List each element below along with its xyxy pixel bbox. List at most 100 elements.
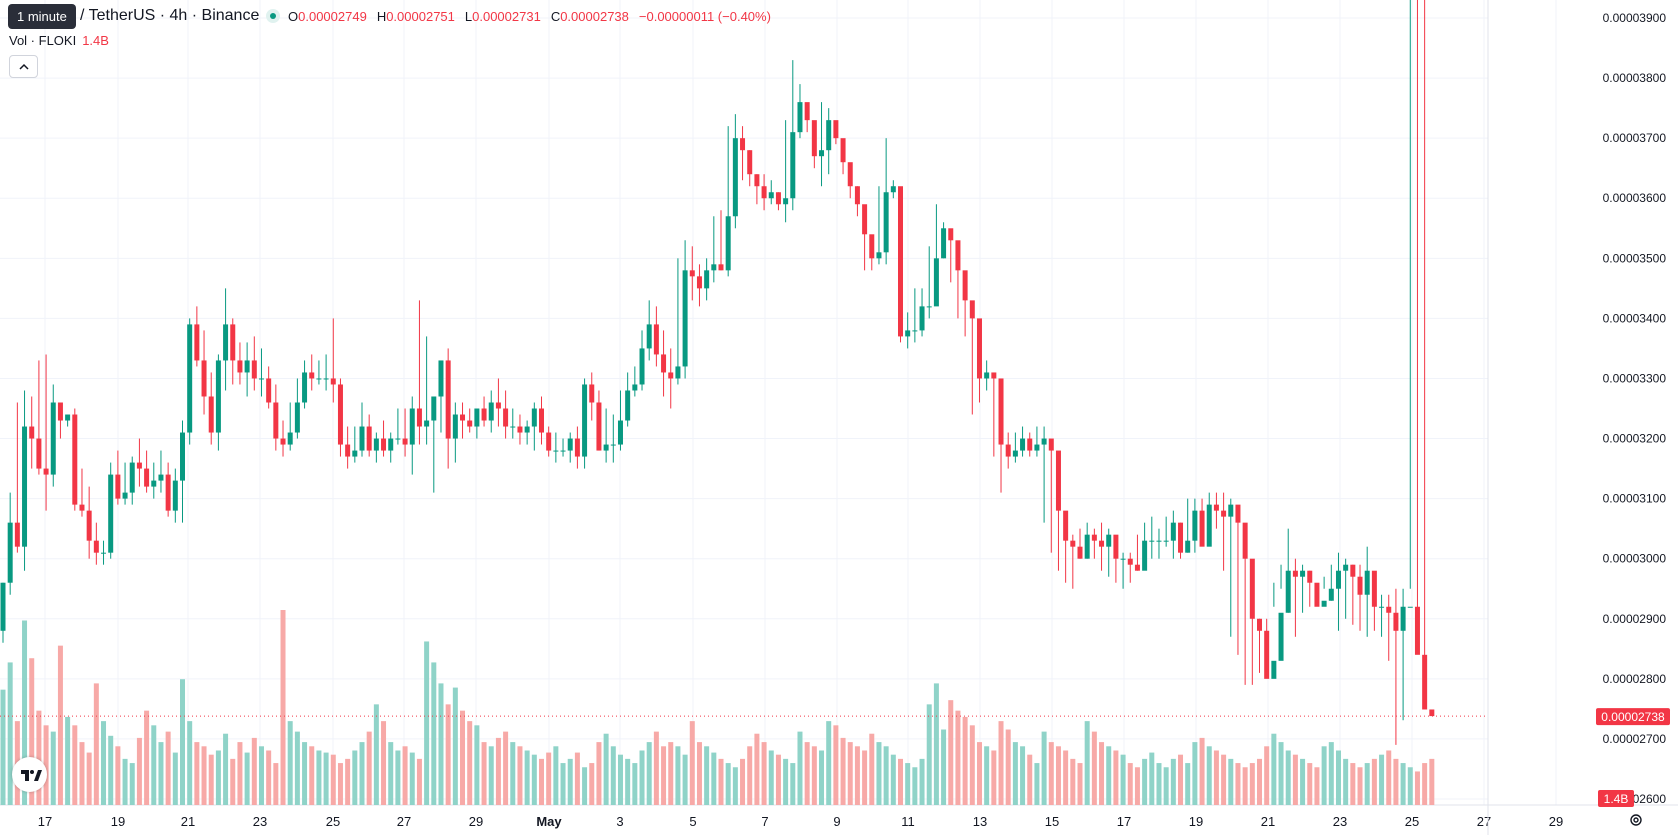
volume-bar [905, 763, 911, 805]
y-tick-label: 0.00003000 [1603, 552, 1667, 566]
volume-bar [833, 725, 839, 805]
candle-body [359, 426, 365, 451]
candle-body [43, 468, 49, 475]
x-tick-label: 13 [973, 814, 987, 829]
volume-bar [115, 746, 121, 805]
candle-body [230, 324, 236, 361]
volume-bar [1206, 746, 1212, 805]
candle-body [215, 360, 221, 433]
interval-tooltip: 1 minute [8, 4, 76, 29]
volume-bar [50, 731, 56, 805]
volume-bar [1249, 763, 1255, 805]
volume-bar [402, 746, 408, 805]
candle-body [1055, 450, 1061, 511]
volume-bar [567, 758, 573, 805]
candle-body [495, 402, 501, 409]
volume-bar [467, 721, 473, 805]
x-tick-label: 9 [833, 814, 840, 829]
volume-bar [941, 729, 947, 805]
volume-bar [1070, 758, 1076, 805]
volume-bar [1192, 742, 1198, 805]
volume-bar [539, 758, 544, 805]
volume-bar [43, 725, 49, 805]
candle-body [438, 360, 444, 397]
volume-bar [151, 725, 157, 805]
y-tick-label: 0.00002900 [1603, 612, 1667, 626]
candle-body [1335, 570, 1341, 589]
candle-body [517, 426, 523, 433]
x-tick-label: 27 [1477, 814, 1491, 829]
volume-bar [93, 683, 99, 805]
y-tick-label: 0.00003600 [1603, 191, 1667, 205]
volume-legend: Vol · FLOKI 1.4B [9, 33, 109, 48]
candle-body [1350, 564, 1356, 577]
candle-body [747, 150, 753, 175]
candle-body [409, 408, 415, 445]
volume-bar [1213, 750, 1219, 805]
y-tick-label: 0.00003400 [1603, 311, 1667, 325]
candle-body [1120, 558, 1126, 560]
candle-body [811, 120, 817, 157]
candle-body [431, 396, 437, 421]
volume-bar [373, 704, 379, 805]
market-status-icon[interactable] [266, 9, 280, 23]
volume-label: Vol · FLOKI [9, 33, 77, 48]
candle-body [1192, 510, 1198, 541]
y-tick-label: 0.00003900 [1603, 11, 1667, 25]
candle-body [596, 402, 602, 451]
x-tick-label: 5 [689, 814, 696, 829]
candle-body [589, 384, 595, 403]
volume-bar [29, 658, 35, 805]
candle-body [309, 372, 315, 379]
collapse-legend-button[interactable] [9, 55, 38, 78]
volume-bar [136, 737, 142, 805]
x-tick-label: 7 [761, 814, 768, 829]
volume-bar [603, 733, 609, 805]
candle-body [50, 402, 56, 475]
candle-body [1257, 618, 1262, 631]
volume-bar [352, 750, 358, 805]
volume-bar [582, 767, 588, 805]
last-price-tag [1596, 708, 1670, 726]
candle-body [998, 378, 1004, 445]
volume-bar [1012, 742, 1018, 805]
candle-body [316, 378, 322, 380]
tradingview-logo-icon[interactable] [12, 757, 47, 792]
gear-icon[interactable] [1628, 812, 1644, 828]
x-tick-label: 15 [1045, 814, 1059, 829]
candle-body [294, 402, 300, 433]
volume-bar [1120, 754, 1126, 805]
candle-body [373, 438, 379, 451]
volume-bar [208, 754, 214, 805]
volume-bar [381, 721, 387, 805]
volume-bar [337, 763, 343, 805]
x-tick-label: 25 [1405, 814, 1419, 829]
volume-bar [646, 742, 652, 805]
candle-body [646, 324, 652, 349]
candle-body [1422, 654, 1428, 710]
volume-bar [424, 641, 430, 805]
volume-bar [36, 710, 42, 805]
candle-body [905, 330, 911, 337]
volume-bar [976, 742, 982, 805]
candle-body [79, 504, 85, 511]
candle-body [244, 360, 250, 373]
volume-bar [1429, 758, 1435, 805]
x-tick-label: 29 [469, 814, 483, 829]
candle-body [345, 444, 351, 457]
candle-body [1163, 540, 1169, 542]
volume-value: 1.4B [82, 33, 109, 48]
volume-bar [948, 700, 954, 805]
volume-bar [1379, 754, 1385, 805]
volume-bar [1414, 771, 1420, 805]
candle-body [237, 360, 243, 373]
candle-body [1106, 534, 1112, 547]
candle-body [854, 186, 860, 205]
volume-bar [309, 746, 315, 805]
candle-body [969, 300, 975, 319]
volume-bar [323, 752, 329, 805]
volume-bar [984, 746, 990, 805]
candle-body [1134, 564, 1140, 571]
symbol-title[interactable]: / TetherUS · 4h · Binance [80, 7, 260, 24]
